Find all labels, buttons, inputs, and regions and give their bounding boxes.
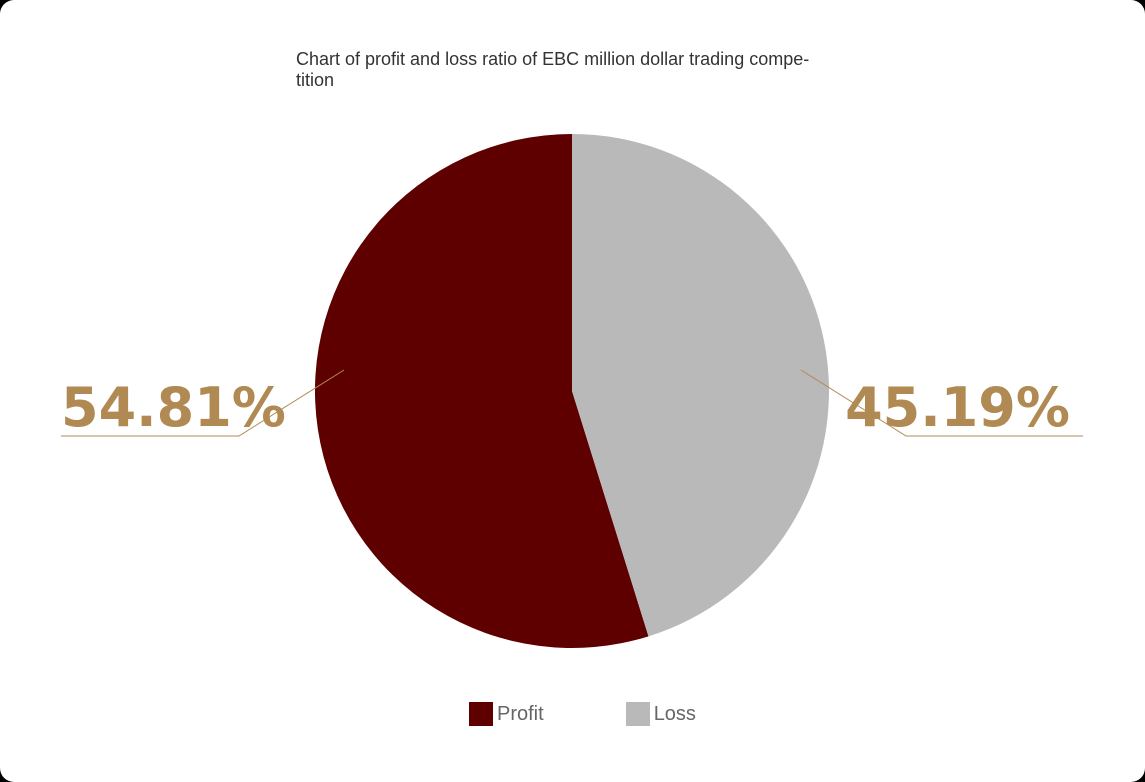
leader-line-profit: [61, 369, 345, 437]
leader-line-loss: [800, 369, 1083, 437]
legend: Profit Loss: [469, 701, 696, 727]
legend-item-profit[interactable]: Profit: [469, 702, 544, 726]
data-label-profit: 54.81%: [61, 376, 286, 439]
legend-swatch: [625, 702, 650, 726]
legend-label: Loss: [653, 702, 696, 725]
legend-item-loss[interactable]: Loss: [625, 702, 696, 726]
chart-title: Chart of profit and loss ratio of EBC mi…: [296, 49, 810, 90]
legend-label: Profit: [497, 702, 544, 725]
legend-swatch: [469, 702, 493, 726]
pie-slice-profit: [314, 134, 649, 648]
pie-slice-loss: [572, 134, 829, 637]
data-label-loss: 45.19%: [845, 376, 1070, 439]
